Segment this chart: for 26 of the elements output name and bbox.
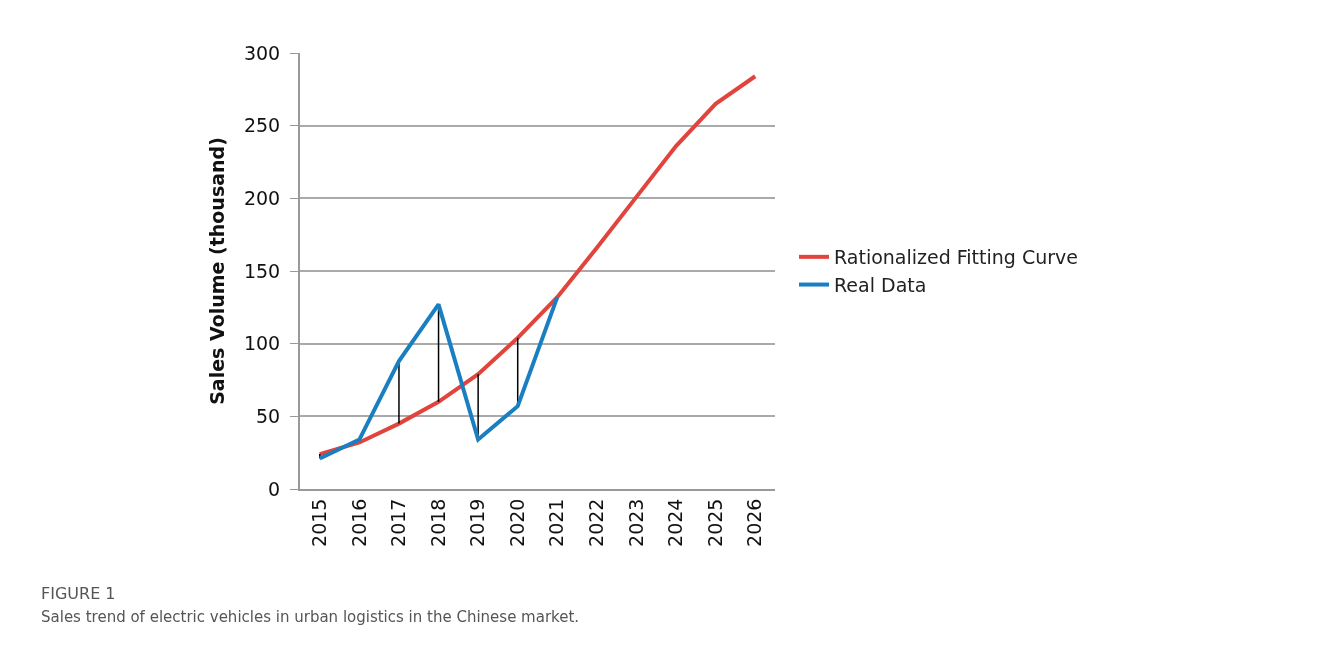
line-series [317,295,560,461]
y-tick-label: 300 [243,41,281,64]
x-tick-label: 2026 [743,498,766,547]
y-tick-label: 100 [243,332,281,355]
text: Sales trend of electric vehicles in urban logistics in the Chinese market. [41,608,580,626]
y-tick-label: 150 [243,259,281,282]
line-series [317,74,758,457]
y-tick-label: 50 [256,404,281,427]
x-tick-label: 2018 [426,498,449,547]
x-tick-label: 2024 [664,498,687,547]
legend-label: Real Data [834,273,927,296]
x-tick-label: 2016 [347,498,370,547]
caption: FIGURE 1 [41,584,116,603]
y-tick-label: 0 [268,477,281,500]
x-tick-label: 2015 [307,498,330,547]
x-tick-label: 2017 [387,498,410,547]
x-tick-label: 2019 [466,498,489,547]
legend-label: Rationalized Fitting Curve [834,246,1078,269]
x-tick-label: 2023 [624,498,647,547]
x-tick-label: 2025 [703,498,726,547]
x-tick-label: 2021 [545,498,568,547]
x-tick-label: 2022 [585,498,608,547]
x-tick-label: 2020 [505,498,528,547]
y-tick-label: 200 [243,186,281,209]
y-axis-title: Sales Volume (thousand) [206,137,229,405]
y-tick-label: 250 [243,114,281,137]
